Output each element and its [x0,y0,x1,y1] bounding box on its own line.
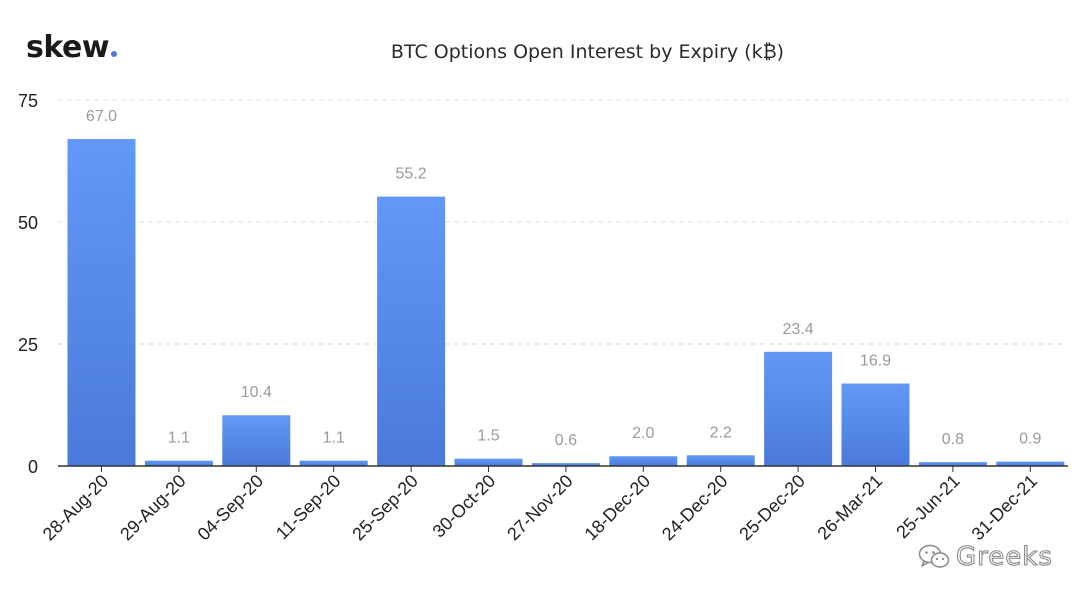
bar-value-label: 2.0 [632,425,654,442]
x-tick-label: 25-Dec-20 [735,471,809,545]
bar [144,460,213,466]
y-tick-label: 75 [18,91,38,111]
x-tick-label: 11-Sep-20 [272,471,345,544]
x-tick-label: 29-Aug-20 [116,471,190,545]
wechat-icon [918,544,950,568]
bar-value-label: 0.8 [942,431,964,448]
skew-logo: skew [26,30,118,65]
logo-dot [111,51,118,57]
bar [299,460,368,466]
bar-value-label: 1.1 [168,430,190,447]
y-axis-ticks: 0 25 50 75 [18,91,38,477]
bar [841,383,910,466]
bar [531,463,600,466]
x-tick-label: 25-Sep-20 [348,471,422,545]
x-tick-label: 31-Dec-21 [968,471,1042,545]
bar [686,455,755,466]
bar-value-label: 55.2 [396,166,427,183]
x-tick-label: 27-Nov-20 [503,471,577,545]
bar [377,196,446,466]
bar-value-label: 0.6 [555,432,577,449]
bar [67,139,136,467]
bar-value-label: 16.9 [860,353,891,370]
bar [764,351,833,466]
watermark: Greeks [918,541,1053,573]
watermark-text: Greeks [955,541,1053,572]
x-axis-ticks: 28-Aug-20 29-Aug-20 04-Sep-20 11-Sep-20 25-S… [39,466,1041,544]
x-tick-label: 26-Mar-21 [813,471,886,544]
bar-value-label: 1.5 [477,428,499,445]
y-tick-label: 50 [18,213,38,233]
x-tick-label: 04-Sep-20 [194,471,268,545]
chart-title: BTC Options Open Interest by Expiry (k₿) [390,41,785,63]
x-tick-label: 18-Dec-20 [581,471,655,545]
bar-value-label: 10.4 [241,384,272,401]
bar-value-label: 23.4 [783,321,814,338]
bar-value-label: 67.0 [86,108,117,125]
x-tick-label: 30-Oct-20 [429,471,500,542]
bar-value-label: 2.2 [710,424,732,441]
bar [454,458,523,466]
value-labels: 67.0 1.1 10.4 1.1 55.2 1.5 0.6 2.0 2.2 23.4 16.9 0.… [86,108,1042,449]
x-tick-label: 28-Aug-20 [39,471,113,545]
y-tick-label: 0 [28,457,38,477]
bar-value-label: 1.1 [323,430,345,447]
logo-text: skew [26,30,110,65]
gridlines [58,99,1068,345]
bar [222,415,291,466]
bar [609,456,678,466]
bar [996,461,1065,466]
bar [918,462,987,466]
bar-value-label: 0.9 [1019,431,1041,448]
y-tick-label: 25 [18,335,38,355]
bars [67,139,1065,467]
x-tick-label: 24-Dec-20 [658,471,732,545]
x-tick-label: 25-Jun-21 [892,471,963,542]
